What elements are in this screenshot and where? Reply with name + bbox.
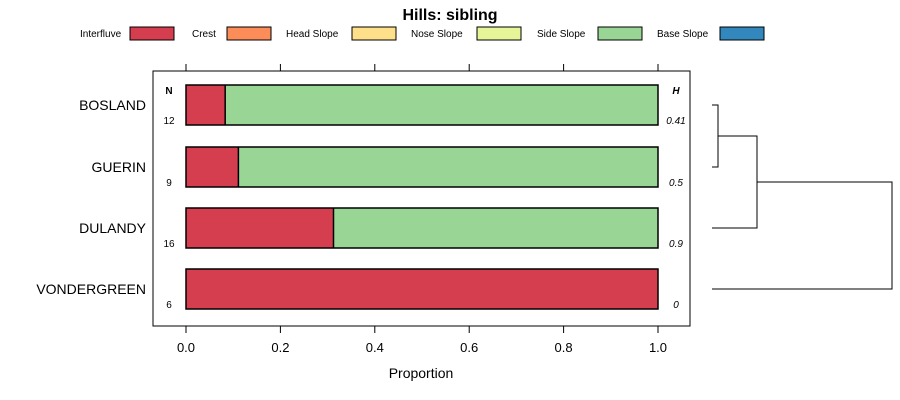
legend-swatch-interfluve bbox=[129, 26, 175, 41]
dendrogram-link-cluster1-dulandy bbox=[712, 135, 758, 229]
n-column: N 12 9 16 6 bbox=[163, 86, 175, 311]
legend-swatch-base-slope bbox=[719, 26, 765, 41]
bar-outline-bosland bbox=[185, 84, 659, 126]
legend-swatch-nose-slope bbox=[476, 26, 522, 41]
chart-title: Hills: sibling bbox=[402, 7, 497, 24]
legend: Interfluve Crest Head Slope Nose Slope Side … bbox=[80, 26, 765, 41]
legend-swatch-side-slope bbox=[597, 26, 643, 41]
bar-outline-vondergreen bbox=[185, 268, 659, 310]
category-label-vondergreen: VONDERGREEN bbox=[36, 281, 146, 297]
legend-label-head-slope: Head Slope bbox=[286, 29, 339, 40]
legend-label-nose-slope: Nose Slope bbox=[411, 29, 463, 40]
h-value-guerin: 0.5 bbox=[669, 178, 683, 189]
x-tick-label-2: 0.4 bbox=[366, 340, 384, 355]
bar-outline-guerin bbox=[185, 146, 659, 188]
bar-bosland-side-slope bbox=[225, 85, 658, 125]
bar-bosland-interfluve bbox=[186, 85, 226, 125]
legend-label-interfluve: Interfluve bbox=[80, 29, 122, 40]
bars bbox=[185, 84, 659, 310]
n-value-bosland: 12 bbox=[163, 116, 175, 127]
n-value-guerin: 9 bbox=[166, 178, 172, 189]
bar-dulandy-interfluve bbox=[186, 208, 334, 248]
legend-label-crest: Crest bbox=[192, 29, 216, 40]
x-tick-label-3: 0.6 bbox=[460, 340, 478, 355]
h-value-dulandy: 0.9 bbox=[669, 239, 683, 250]
h-column: H 0.41 0.5 0.9 0 bbox=[666, 86, 685, 311]
x-tick-label-0: 0.0 bbox=[177, 340, 195, 355]
category-label-guerin: GUERIN bbox=[92, 159, 146, 175]
dendrogram bbox=[712, 104, 893, 290]
legend-swatch-head-slope bbox=[351, 26, 397, 41]
bar-dulandy-side-slope bbox=[333, 208, 658, 248]
category-labels: BOSLAND GUERIN DULANDY VONDERGREEN bbox=[36, 97, 146, 297]
h-value-bosland: 0.41 bbox=[666, 116, 685, 127]
legend-label-side-slope: Side Slope bbox=[537, 29, 586, 40]
h-header: H bbox=[672, 86, 680, 97]
dendrogram-link-bosland-guerin bbox=[712, 104, 719, 168]
x-axis: 0.0 0.2 0.4 0.6 0.8 1.0 bbox=[177, 64, 667, 355]
bar-guerin-interfluve bbox=[186, 147, 239, 187]
category-label-bosland: BOSLAND bbox=[79, 97, 146, 113]
legend-label-base-slope: Base Slope bbox=[657, 29, 709, 40]
x-axis-title: Proportion bbox=[389, 365, 454, 381]
x-tick-label-5: 1.0 bbox=[649, 340, 667, 355]
bar-outline-dulandy bbox=[185, 207, 659, 249]
plot-frame bbox=[152, 70, 691, 327]
legend-swatch-crest bbox=[226, 26, 272, 41]
h-value-vondergreen: 0 bbox=[673, 300, 679, 311]
bar-vondergreen-interfluve bbox=[186, 269, 658, 309]
dendrogram-link-cluster2-vondergreen bbox=[712, 181, 893, 290]
x-tick-label-4: 0.8 bbox=[555, 340, 573, 355]
n-value-vondergreen: 6 bbox=[166, 300, 172, 311]
n-header: N bbox=[165, 86, 172, 97]
category-label-dulandy: DULANDY bbox=[79, 220, 147, 236]
x-tick-label-1: 0.2 bbox=[271, 340, 289, 355]
bar-guerin-side-slope bbox=[238, 147, 658, 187]
n-value-dulandy: 16 bbox=[163, 239, 175, 250]
